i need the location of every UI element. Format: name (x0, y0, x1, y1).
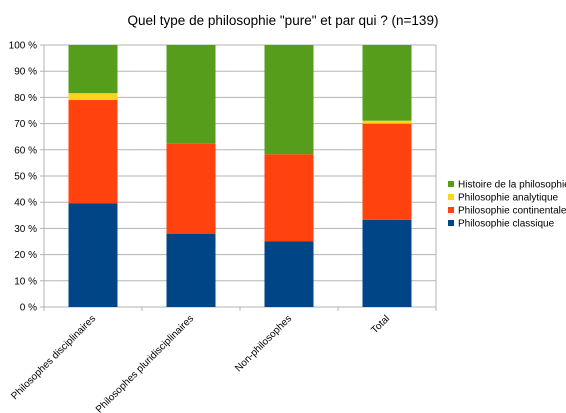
bar-segment (362, 123, 412, 220)
x-category-label: Philosophes disciplinaires (9, 313, 98, 402)
legend-label: Philosophie classique (458, 219, 555, 230)
bars (68, 45, 412, 307)
x-category-label: Total (369, 313, 392, 336)
chart-title: Quel type de philosophie "pure" et par q… (128, 13, 439, 28)
bar-segment (264, 241, 314, 307)
bar-segment (362, 45, 412, 121)
x-category-label: Philosophes pluridisciplinaires (94, 313, 196, 413)
bar-segment (68, 203, 118, 307)
bar-segment (264, 45, 314, 155)
bar-segment (166, 233, 216, 307)
y-axis-ticks: 0 % 10 % 20 % 30 % 40 % 50 % 60 % 70 % 80 % 90 % 1… (9, 41, 37, 314)
y-tick-label: 20 % (14, 250, 37, 261)
y-tick-label: 60 % (14, 145, 37, 156)
x-category-label: Non-philosophes (233, 313, 294, 374)
bar-segment (362, 120, 412, 124)
legend: Histoire de la philosophie Philosophie an… (448, 180, 566, 230)
legend-swatch (448, 220, 454, 226)
legend-swatch (448, 207, 454, 213)
y-tick-label: 80 % (14, 93, 37, 104)
bar-segment (264, 154, 314, 242)
legend-label: Histoire de la philosophie (458, 180, 566, 191)
legend-swatch (448, 181, 454, 187)
y-tick-label: 40 % (14, 198, 37, 209)
bar-segment (68, 45, 118, 94)
y-tick-label: 50 % (14, 172, 37, 183)
bar-segment (166, 45, 216, 144)
y-tick-label: 90 % (14, 67, 37, 78)
bar-segment (68, 100, 118, 204)
bar-segment (166, 143, 216, 234)
y-tick-label: 10 % (14, 276, 37, 287)
bar-segment (68, 93, 118, 101)
bar-segment (362, 219, 412, 307)
y-tick-label: 100 % (9, 41, 37, 52)
legend-swatch (448, 194, 454, 200)
legend-label: Philosophie analytique (458, 193, 559, 204)
y-tick-label: 70 % (14, 119, 37, 130)
legend-label: Philosophie continentale (458, 206, 566, 217)
y-tick-label: 30 % (14, 224, 37, 235)
y-tick-label: 0 % (20, 303, 37, 314)
